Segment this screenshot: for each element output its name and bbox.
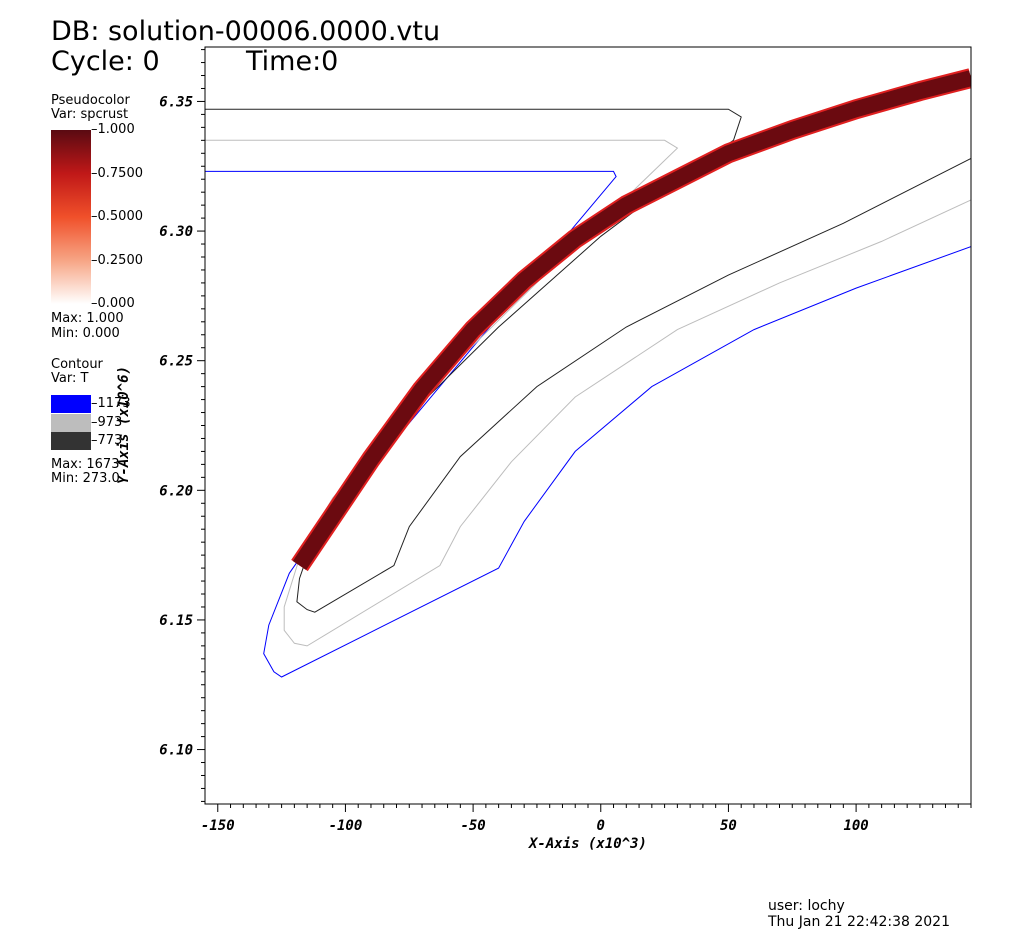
- y-tick-label: 6.15: [159, 613, 193, 629]
- time-label: Time:0: [246, 46, 339, 77]
- contour-swatch-773: [51, 432, 91, 451]
- axes-layer: -150 -100 -50 0 50 100 6.10 6.15 6.20 6.25 6.30 6.3…: [159, 49, 972, 834]
- pseudocolor-tick-label: –0.2500: [91, 252, 143, 268]
- x-tick-label: 100: [843, 818, 868, 834]
- cycle-label: Cycle: 0: [51, 46, 160, 77]
- contour-legend-swatches: –1173 –973 –773: [51, 395, 141, 451]
- y-tick-label: 6.25: [159, 354, 193, 370]
- contour-swatch-973: [51, 413, 91, 432]
- user-label: user: lochy: [768, 898, 845, 914]
- contour-min: Min: 273.0: [51, 471, 120, 486]
- pseudocolor-tick-label: –0.000: [91, 296, 135, 311]
- y-tick-label: 6.20: [159, 483, 193, 499]
- x-tick-label: 50: [720, 818, 737, 834]
- pseudocolor-max: Max: 1.000: [51, 311, 124, 326]
- contour-level-label: –1173: [91, 396, 131, 411]
- pseudocolor-tick-label: –1.000: [91, 122, 135, 137]
- pseudocolor-legend: Pseudocolor Var: spcrust: [51, 94, 130, 122]
- pseudocolor-min: Min: 0.000: [51, 326, 120, 341]
- pseudocolor-legend-title: Pseudocolor: [51, 93, 130, 108]
- x-tick-label: -150: [201, 818, 235, 834]
- x-tick-label: -100: [329, 818, 363, 834]
- contour-legend-title: Contour: [51, 357, 103, 372]
- pseudocolor-tick-label: –0.5000: [91, 209, 143, 224]
- y-tick-label: 6.10: [159, 743, 193, 759]
- contour-swatch-1173: [51, 395, 91, 413]
- pseudocolor-legend-var: Var: spcrust: [51, 107, 129, 122]
- database-label: DB: solution-00006.0000.vtu: [51, 16, 441, 47]
- contour-max: Max: 1673: [51, 457, 120, 472]
- x-tick-label: -50: [460, 818, 485, 834]
- contour-line-973: [205, 139, 971, 647]
- plot-frame: [204, 46, 972, 805]
- plot-data-layer: [205, 68, 971, 678]
- contour-legend: Contour Var: T: [51, 358, 103, 386]
- y-tick-label: 6.30: [159, 224, 193, 240]
- contour-level-label: –973: [91, 414, 123, 430]
- timestamp-label: Thu Jan 21 22:42:38 2021: [768, 914, 950, 930]
- x-axis-label: X-Axis (x10^3): [528, 836, 647, 852]
- pseudocolor-colorbar: [51, 130, 91, 304]
- y-tick-label: 6.35: [159, 94, 193, 110]
- y-axis-label: Y-Axis (x10^6): [116, 366, 132, 484]
- pseudocolor-tick-label: –0.7500: [91, 165, 143, 181]
- pseudocolor-colorbar-ticks: –1.000 –0.7500 –0.5000 –0.2500 –0.000: [91, 123, 171, 311]
- spcrust-band: [292, 70, 971, 570]
- contour-level-label: –773: [91, 433, 123, 449]
- spcrust-band-edge: [291, 68, 971, 572]
- contour-legend-var: Var: T: [51, 371, 89, 386]
- x-tick-label: 0: [597, 818, 605, 834]
